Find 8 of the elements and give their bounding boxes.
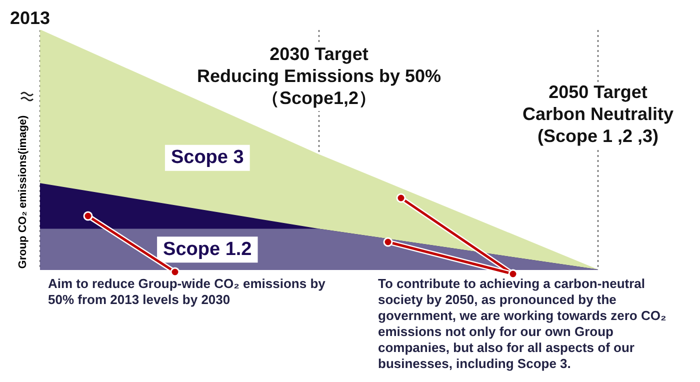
- annotation: 2050 Target Carbon Neutrality (Scope 1 ,2 ,3): [522, 82, 674, 146]
- series-label: Scope 1.2: [163, 238, 252, 260]
- annotation: 2030 Target Reducing Emissions by 50% （Scope1,2）: [196, 44, 442, 108]
- y-axis-title: Group CO₂ emissions(image): [17, 114, 29, 271]
- text: 2013: [10, 8, 50, 28]
- text: To contribute to achieving a carbon-neutral society by 2050, as pronounced by the government, we are working towards zero CO₂ emissions not only for our own Group companies, but also for all aspects of our businesses, including Scope 3.: [378, 276, 668, 372]
- series-label: Scope 3: [170, 147, 244, 168]
- text: Aim to reduce Group-wide CO₂ emissions by 50% from 2013 levels by 2030: [48, 276, 326, 308]
